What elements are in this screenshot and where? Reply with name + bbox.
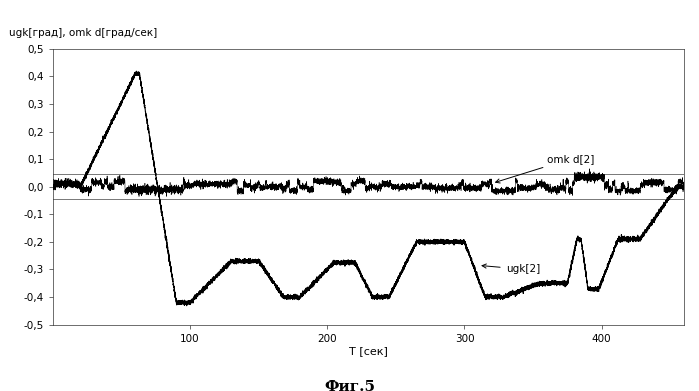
Text: ugk[2]: ugk[2] xyxy=(482,264,540,274)
Text: Фиг.5: Фиг.5 xyxy=(324,380,375,391)
X-axis label: T [сек]: T [сек] xyxy=(349,346,388,357)
Text: ugk[град], omk d[град/сек]: ugk[град], omk d[град/сек] xyxy=(9,28,157,38)
Text: omk d[2]: omk d[2] xyxy=(496,154,594,183)
